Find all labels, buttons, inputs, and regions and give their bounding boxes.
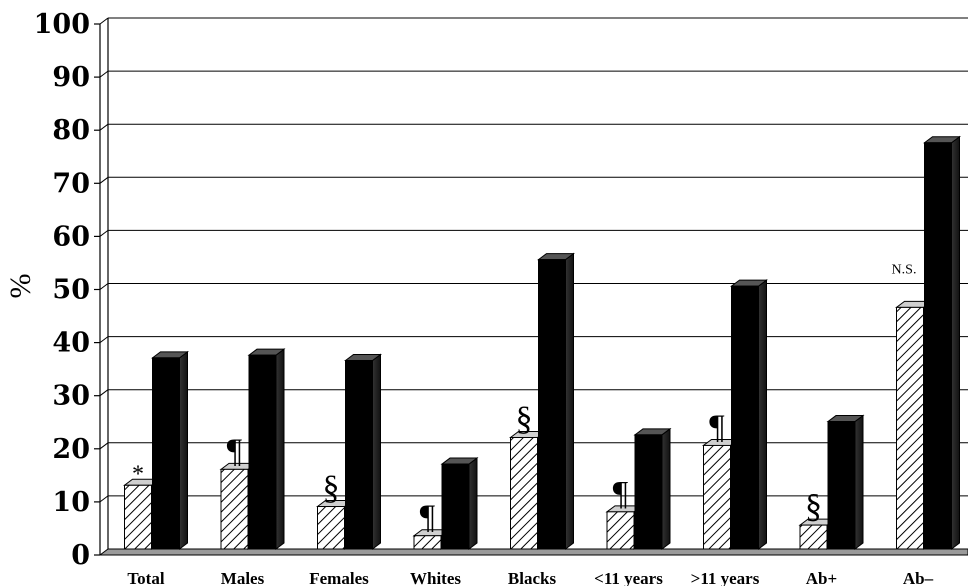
x-axis-ticks: Total Males Females Whites Blacks <11 years >1… <box>127 569 933 586</box>
bars <box>123 135 961 550</box>
bar-solid <box>730 279 768 550</box>
x-tick-label: Females <box>309 569 369 586</box>
bar-solid <box>826 414 865 550</box>
plot-frame <box>98 18 968 556</box>
gridline-depth <box>99 442 109 450</box>
y-tick-label: 30 <box>52 381 90 412</box>
bar-annotation: * <box>132 461 144 487</box>
x-tick-label: Blacks <box>508 569 557 586</box>
bar-solid <box>633 427 672 550</box>
x-tick-label: Ab+ <box>806 569 837 586</box>
x-tick-label: Total <box>127 569 164 586</box>
gridline-depth <box>99 176 109 184</box>
gridline-depth <box>99 229 109 237</box>
y-axis-ticks: 0 10 20 30 40 50 60 70 80 90 100 <box>34 9 100 571</box>
x-tick-label: Males <box>221 569 265 586</box>
bar-solid <box>247 348 286 550</box>
gridline-depth <box>99 495 109 503</box>
bar-annotation: § <box>323 470 340 507</box>
y-tick-label: 80 <box>52 115 90 146</box>
bar-annotation: § <box>805 488 822 525</box>
bar-annotation: N.S. <box>892 262 917 277</box>
x-tick-label: <11 years <box>594 569 663 586</box>
y-tick-label: 40 <box>52 328 90 359</box>
bar-solid <box>151 350 189 550</box>
bar-solid <box>537 252 575 550</box>
bar-solid <box>440 457 479 550</box>
floor <box>98 548 968 556</box>
x-tick-label: >11 years <box>691 569 760 586</box>
bar-solid <box>923 135 961 550</box>
y-axis-label: % <box>4 274 37 299</box>
y-tick-label: 60 <box>52 221 90 252</box>
y-tick-label: 100 <box>34 9 90 40</box>
gridline-depth <box>99 283 109 290</box>
x-tick-label: Ab– <box>903 569 934 586</box>
bar-annotation: ¶ <box>709 408 725 445</box>
y-tick-label: 50 <box>52 275 90 306</box>
gridline-depth <box>99 17 109 25</box>
gridline-depth <box>99 336 109 344</box>
bar-annotation: ¶ <box>613 475 629 512</box>
bar-annotation: § <box>516 400 533 437</box>
y-tick-label: 20 <box>52 434 90 465</box>
y-tick-label: 90 <box>52 62 90 93</box>
y-tick-label: 10 <box>52 487 90 518</box>
gridline-depth <box>99 389 109 397</box>
x-tick-label: Whites <box>410 569 461 586</box>
bar-annotation: ¶ <box>420 499 436 536</box>
bar-solid <box>344 353 382 550</box>
gridline-depth <box>99 123 109 131</box>
y-tick-label: 0 <box>71 540 90 571</box>
y-tick-label: 70 <box>52 168 90 199</box>
gridline-depth <box>99 70 109 78</box>
bar-annotation: ¶ <box>227 432 243 469</box>
annotations: * ¶ § ¶ § ¶ ¶ § N.S. <box>132 262 916 535</box>
